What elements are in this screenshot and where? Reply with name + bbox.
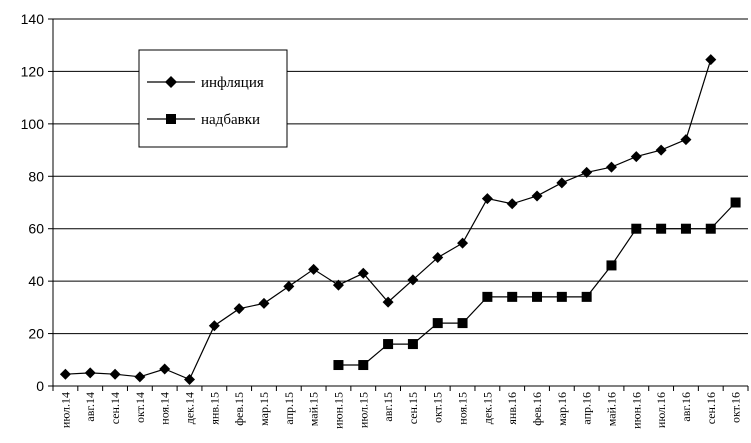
data-point-diamond (258, 297, 270, 309)
x-tick-label: ноя.14 (158, 392, 172, 425)
data-point-diamond (680, 134, 692, 146)
x-tick-label: июн.16 (629, 392, 643, 429)
series-layer (59, 54, 741, 385)
x-tick-label: сен.15 (406, 392, 420, 424)
x-tick-label: май.15 (307, 392, 321, 426)
y-tick-label: 20 (28, 326, 44, 342)
x-tick-label: июл.16 (654, 392, 668, 428)
data-point-square (507, 291, 518, 302)
data-point-diamond (159, 363, 171, 375)
data-point-square (631, 223, 642, 234)
data-point-square (606, 260, 617, 271)
legend-box (138, 49, 288, 148)
x-tick-label: июл.14 (58, 392, 72, 428)
data-point-diamond (283, 280, 295, 292)
x-tick-label: авг.14 (83, 392, 97, 422)
x-tick-label: окт.14 (133, 392, 147, 423)
x-tick-label: сен.14 (108, 392, 122, 424)
data-point-diamond (630, 151, 642, 163)
data-point-square (457, 318, 468, 329)
x-tick-label: фев.16 (530, 392, 544, 426)
data-point-diamond (59, 368, 71, 380)
data-point-diamond (109, 368, 121, 380)
data-point-diamond (233, 303, 245, 315)
data-point-diamond (84, 367, 96, 379)
data-point-diamond (308, 263, 320, 275)
data-point-diamond (705, 54, 717, 66)
x-axis-ticks: июл.14 авг.14 сен.14 окт.14 ноя.14 дек.14 янв.… (52, 386, 749, 429)
data-point-diamond (655, 144, 667, 156)
y-tick-label: 80 (28, 168, 44, 184)
data-point-diamond (407, 274, 419, 286)
data-point-diamond (332, 279, 344, 291)
y-tick-label: 60 (28, 221, 44, 237)
x-tick-label: дек.15 (480, 392, 494, 424)
data-point-diamond (184, 373, 196, 385)
x-tick-label: мар.16 (555, 392, 569, 426)
x-tick-label: ноя.15 (456, 392, 470, 425)
data-point-square (432, 318, 443, 329)
legend: инфляция надбавки (138, 49, 288, 148)
x-tick-label: янв.16 (505, 392, 519, 425)
x-tick-label: авг.15 (381, 392, 395, 422)
data-point-square (383, 339, 394, 350)
data-point-diamond (481, 193, 493, 205)
data-point-square (581, 291, 592, 302)
data-point-diamond (457, 237, 469, 249)
y-tick-label: 120 (21, 63, 45, 79)
y-tick-label: 100 (21, 116, 45, 132)
y-tick-label: 0 (36, 378, 44, 394)
data-point-square (407, 339, 418, 350)
y-tick-label: 140 (21, 11, 45, 27)
data-point-square (333, 360, 344, 371)
x-tick-label: фев.15 (232, 392, 246, 426)
data-point-square (730, 197, 741, 208)
series-inflation (59, 54, 717, 385)
x-tick-label: июл.15 (356, 392, 370, 428)
data-point-diamond (506, 198, 518, 210)
x-tick-label: май.16 (604, 392, 618, 426)
y-tick-label: 40 (28, 273, 44, 289)
data-point-square (556, 291, 567, 302)
legend-label-allowances: надбавки (201, 112, 260, 128)
legend-label-inflation: инфляция (201, 75, 264, 91)
data-point-diamond (531, 190, 543, 202)
legend-diamond-icon (165, 76, 177, 88)
data-point-diamond (556, 177, 568, 189)
x-tick-label: апр.16 (580, 392, 594, 425)
data-point-diamond (208, 320, 220, 332)
legend-square-icon (166, 114, 176, 124)
data-point-square (705, 223, 716, 234)
series-line (338, 202, 737, 366)
x-tick-label: окт.16 (729, 392, 743, 423)
x-tick-label: дек.14 (183, 392, 197, 424)
data-point-diamond (581, 166, 593, 178)
data-point-diamond (357, 267, 369, 279)
data-point-square (358, 360, 369, 371)
series-allowances (333, 197, 741, 371)
x-tick-label: сен.16 (704, 392, 718, 424)
x-tick-label: апр.15 (282, 392, 296, 425)
data-point-diamond (382, 296, 394, 308)
data-point-square (532, 291, 543, 302)
data-point-square (482, 291, 493, 302)
x-tick-label: янв.15 (207, 392, 221, 425)
data-point-diamond (432, 252, 444, 264)
y-axis-ticks: 0 20 40 60 80 100 120 140 (21, 11, 53, 394)
data-point-diamond (134, 371, 146, 383)
data-point-diamond (605, 161, 617, 173)
data-point-square (680, 223, 691, 234)
x-tick-label: июн.15 (331, 392, 345, 429)
data-point-square (656, 223, 667, 234)
x-tick-label: мар.15 (257, 392, 271, 426)
x-tick-label: авг.16 (679, 392, 693, 422)
x-tick-label: окт.15 (431, 392, 445, 423)
